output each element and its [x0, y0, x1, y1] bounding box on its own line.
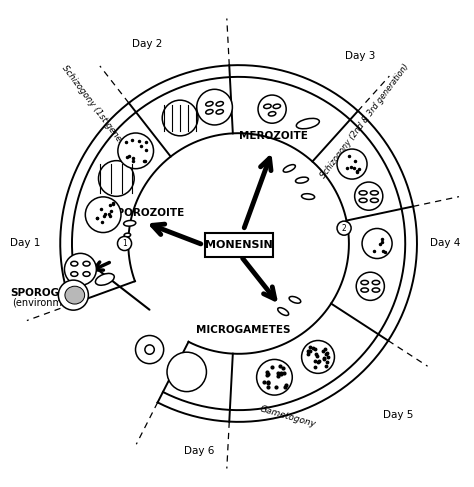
Ellipse shape — [295, 177, 309, 183]
Circle shape — [337, 221, 351, 235]
Text: Day 1: Day 1 — [10, 239, 40, 248]
Bar — [205, 233, 273, 257]
Circle shape — [162, 100, 198, 136]
Ellipse shape — [359, 198, 367, 203]
Ellipse shape — [283, 165, 295, 172]
Circle shape — [118, 133, 154, 169]
Circle shape — [356, 272, 384, 300]
Text: Day 3: Day 3 — [346, 51, 376, 61]
Ellipse shape — [216, 102, 223, 106]
Ellipse shape — [372, 288, 380, 292]
Circle shape — [64, 253, 96, 285]
Text: Day 5: Day 5 — [383, 410, 413, 420]
Text: SPOROZOITE: SPOROZOITE — [109, 208, 185, 218]
Circle shape — [136, 336, 164, 364]
Ellipse shape — [71, 262, 78, 266]
Text: Day 6: Day 6 — [183, 446, 214, 456]
Text: 1: 1 — [122, 239, 127, 248]
Ellipse shape — [206, 110, 213, 114]
Ellipse shape — [124, 233, 131, 237]
Text: Day 2: Day 2 — [132, 39, 162, 49]
Text: Schizogony (2nd & 3rd generation): Schizogony (2nd & 3rd generation) — [319, 62, 410, 180]
Text: Day 4: Day 4 — [430, 239, 460, 248]
Ellipse shape — [289, 297, 301, 303]
Circle shape — [167, 352, 207, 392]
Text: Gametogony: Gametogony — [259, 404, 317, 429]
Ellipse shape — [206, 102, 213, 106]
Ellipse shape — [268, 112, 276, 116]
Ellipse shape — [83, 272, 90, 276]
Ellipse shape — [301, 194, 315, 199]
Ellipse shape — [216, 110, 223, 114]
Text: (environment): (environment) — [12, 298, 82, 308]
Circle shape — [258, 95, 286, 123]
Ellipse shape — [370, 191, 378, 195]
Text: SPOROGONY: SPOROGONY — [10, 288, 84, 298]
Text: MEROZOITE: MEROZOITE — [239, 131, 308, 141]
Ellipse shape — [65, 286, 85, 304]
Ellipse shape — [296, 118, 319, 129]
Circle shape — [118, 237, 132, 250]
Text: 2: 2 — [342, 224, 346, 233]
Ellipse shape — [264, 104, 271, 109]
Ellipse shape — [278, 308, 289, 316]
Ellipse shape — [95, 273, 114, 285]
Circle shape — [85, 197, 121, 233]
Circle shape — [99, 161, 134, 196]
Ellipse shape — [361, 281, 368, 284]
Circle shape — [301, 340, 335, 374]
Ellipse shape — [361, 288, 368, 292]
Ellipse shape — [83, 262, 90, 266]
Circle shape — [355, 182, 383, 210]
Ellipse shape — [359, 191, 367, 195]
Ellipse shape — [124, 221, 136, 226]
Text: MICROGAMETES: MICROGAMETES — [196, 325, 291, 336]
Text: MONENSIN: MONENSIN — [205, 240, 273, 250]
Circle shape — [197, 89, 232, 125]
Circle shape — [337, 149, 367, 179]
Ellipse shape — [273, 104, 281, 109]
Circle shape — [362, 228, 392, 259]
Ellipse shape — [370, 198, 378, 203]
Circle shape — [256, 359, 292, 395]
Circle shape — [145, 345, 154, 354]
Text: Schizogony (1st generation): Schizogony (1st generation) — [60, 63, 140, 166]
Circle shape — [58, 280, 88, 310]
Ellipse shape — [71, 272, 78, 276]
Ellipse shape — [372, 281, 380, 284]
